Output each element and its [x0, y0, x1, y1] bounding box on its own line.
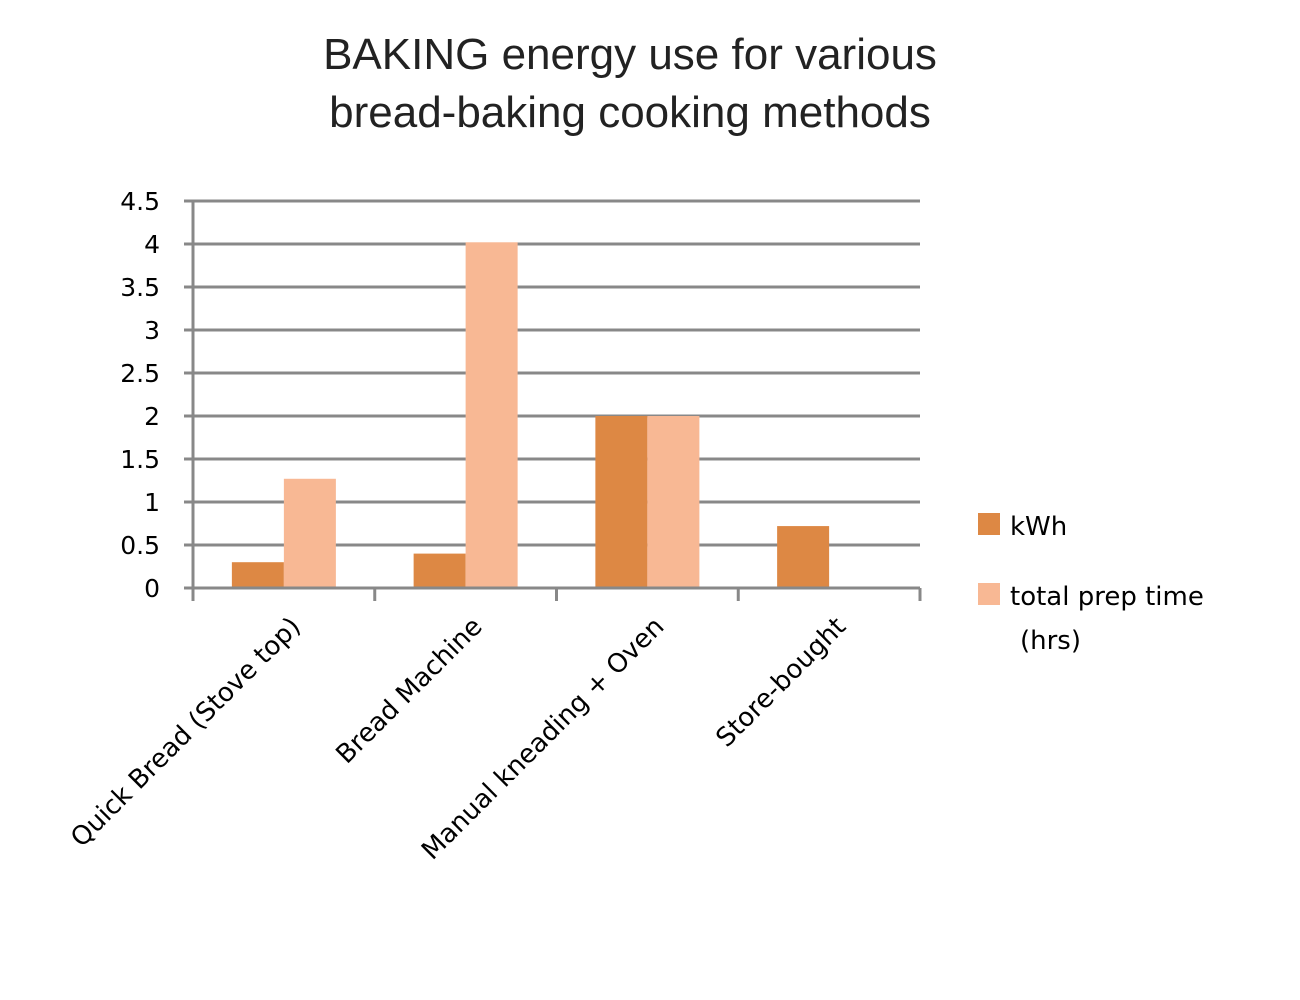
chart-title-line-1: BAKING energy use for various — [323, 30, 937, 79]
y-tick-label: 3 — [144, 316, 160, 345]
y-tick-labels: 0 0.5 1 1.5 2 2.5 3 3.5 4 4.5 — [120, 187, 160, 603]
legend-label: total prep time — [1010, 582, 1204, 612]
legend-swatch-kwh — [978, 513, 1000, 535]
y-tick-label: 4 — [144, 230, 160, 259]
bar-kwh — [231, 562, 284, 588]
legend-label: kWh — [1010, 512, 1067, 542]
y-tick-label: 0 — [144, 574, 160, 603]
y-tick-label: 1.5 — [120, 445, 160, 474]
bar-kwh — [777, 526, 830, 588]
gridlines — [193, 199, 920, 547]
category-label: Bread Machine — [331, 612, 489, 770]
axes — [184, 199, 922, 601]
chart-title-line-2: bread-baking cooking methods — [329, 88, 931, 137]
bar-prep-time — [647, 416, 700, 588]
y-tick-label: 0.5 — [120, 531, 160, 560]
bar-kwh — [595, 416, 648, 588]
y-tick-label: 1 — [144, 488, 160, 517]
legend: kWh total prep time (hrs) — [978, 512, 1204, 656]
bars — [231, 242, 830, 588]
chart-title: BAKING energy use for various bread-baki… — [240, 26, 1020, 142]
bar-kwh — [413, 553, 466, 588]
y-tick-label: 3.5 — [120, 273, 160, 302]
y-tick-label: 2 — [144, 402, 160, 431]
legend-label: (hrs) — [1020, 626, 1081, 656]
legend-swatch-prep-time — [978, 583, 1000, 605]
y-tick-label: 4.5 — [120, 187, 160, 216]
category-label: Store-bought — [711, 612, 853, 754]
y-tick-label: 2.5 — [120, 359, 160, 388]
category-labels: Quick Bread (Stove top) Bread MachineManu… — [65, 612, 852, 866]
category-label: Quick Bread (Stove top) — [65, 612, 307, 854]
bar-prep-time — [465, 242, 518, 588]
bar-prep-time — [283, 478, 336, 588]
